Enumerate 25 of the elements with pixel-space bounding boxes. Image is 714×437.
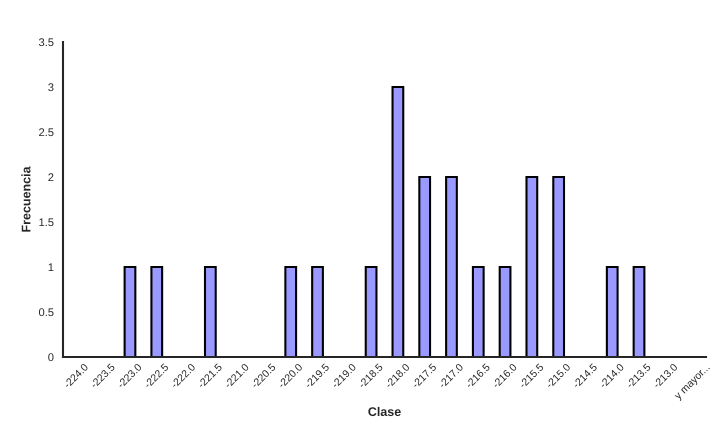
bar bbox=[284, 266, 298, 357]
y-tick-label: 0 bbox=[48, 353, 54, 362]
bar bbox=[472, 266, 485, 357]
bar bbox=[204, 266, 217, 357]
y-tick-label: 3 bbox=[48, 83, 54, 92]
y-tick-label: 1 bbox=[48, 263, 54, 272]
bar bbox=[418, 176, 432, 357]
y-tick-label: 1.5 bbox=[39, 218, 54, 226]
bar bbox=[364, 266, 378, 357]
bar bbox=[124, 266, 136, 357]
x-axis-title: Clase bbox=[368, 406, 401, 416]
bar bbox=[498, 266, 512, 357]
bar bbox=[525, 176, 538, 357]
bar bbox=[552, 176, 566, 357]
y-tick-label: 2 bbox=[48, 173, 54, 182]
bar bbox=[445, 176, 458, 357]
bar bbox=[606, 266, 619, 357]
bar bbox=[632, 266, 646, 357]
y-tick-label: 3.5 bbox=[38, 38, 54, 46]
y-tick-label: 2.5 bbox=[39, 128, 54, 136]
bar bbox=[391, 86, 404, 357]
y-axis-title: Frecuencia bbox=[21, 166, 30, 232]
bar bbox=[150, 266, 164, 357]
y-tick-label: 0.5 bbox=[38, 308, 54, 316]
bar bbox=[311, 266, 324, 357]
